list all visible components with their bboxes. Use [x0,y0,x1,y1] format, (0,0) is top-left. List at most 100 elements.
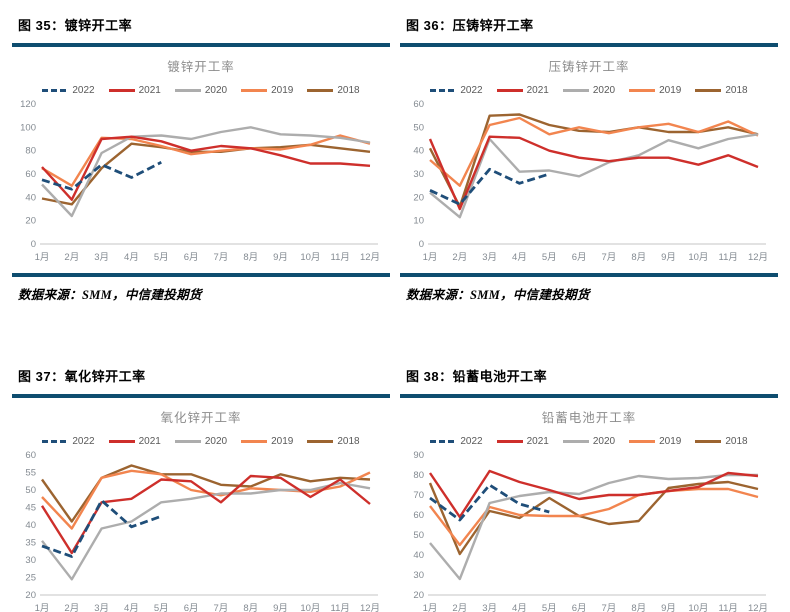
legend-item-2018: 2018 [695,436,748,447]
svg-text:80: 80 [25,146,36,157]
legend-item-2020: 2020 [562,435,616,447]
line-swatch [695,88,722,92]
panel-fig-36: 图 36：压铸锌开工率 压铸锌开工率 2022 2021 2020 2019 2018 … [400,10,778,303]
figure-grid: 图 35：镀锌开工率 镀锌开工率 2022 2021 2020 2019 2018 0 2… [12,10,778,612]
figure-title: 图 38：铅蓄电池开工率 [406,369,548,384]
legend-label: 2019 [659,435,682,447]
svg-text:11月: 11月 [718,603,737,612]
svg-text:35: 35 [25,538,36,549]
svg-text:7月: 7月 [214,603,229,612]
dashed-line-swatch [430,439,457,443]
figure-title: 图 36：压铸锌开工率 [406,18,534,33]
svg-text:3月: 3月 [482,252,497,263]
source-note: 数据来源：SMM，中信建投期货 [18,288,202,302]
svg-text:0: 0 [31,239,36,250]
line-swatch [174,439,201,443]
chart-legend: 2022 2021 2020 2019 2018 [12,435,390,447]
panel-fig-38: 图 38：铅蓄电池开工率 铅蓄电池开工率 2022 2021 2020 2019 201… [400,361,778,612]
line-chart: 0 10 20 30 40 50 60 1月 2月 3月 4月 5月 6月 7月 8月 9月 10月 11月 12月 [400,98,778,273]
legend-item-2018: 2018 [307,436,360,447]
line-swatch [562,439,589,443]
svg-text:30: 30 [413,169,424,180]
legend-item-2018: 2018 [307,85,360,96]
separator-bar [400,273,778,277]
svg-text:7月: 7月 [602,252,617,263]
svg-text:9月: 9月 [273,252,288,263]
line-swatch [241,88,268,92]
chart-legend: 2022 2021 2020 2019 2018 [12,84,390,96]
svg-text:30: 30 [413,570,424,581]
svg-text:2月: 2月 [64,603,79,612]
svg-text:3月: 3月 [94,252,109,263]
svg-text:12月: 12月 [748,603,768,612]
line-swatch [241,439,268,443]
dashed-line-swatch [430,88,457,92]
svg-text:9月: 9月 [661,252,676,263]
svg-text:8月: 8月 [631,603,646,612]
legend-label: 2020 [592,435,616,447]
legend-label: 2020 [592,84,616,96]
separator-bar [12,394,390,398]
svg-text:60: 60 [25,450,36,461]
line-swatch [496,88,523,92]
svg-text:1月: 1月 [423,603,438,612]
dashed-line-swatch [42,439,69,443]
svg-text:6月: 6月 [184,252,199,263]
svg-text:8月: 8月 [243,603,258,612]
svg-text:4月: 4月 [512,252,527,263]
svg-text:70: 70 [413,490,424,501]
svg-text:1月: 1月 [35,603,50,612]
svg-text:3月: 3月 [482,603,497,612]
svg-text:40: 40 [413,146,424,157]
svg-text:12月: 12月 [360,252,380,263]
svg-text:50: 50 [25,485,36,496]
svg-text:8月: 8月 [631,252,646,263]
legend-label: 2021 [526,435,549,447]
svg-text:12月: 12月 [360,603,380,612]
svg-text:9月: 9月 [661,603,676,612]
chart-title: 压铸锌开工率 [548,60,630,74]
chart-title: 镀锌开工率 [167,60,235,74]
separator-bar [400,43,778,47]
svg-text:30: 30 [25,555,36,566]
legend-label: 2022 [72,435,95,447]
svg-text:4月: 4月 [512,603,527,612]
svg-text:50: 50 [413,122,424,133]
svg-text:10月: 10月 [688,603,708,612]
svg-text:6月: 6月 [572,252,587,263]
svg-text:10月: 10月 [300,603,320,612]
legend-label: 2022 [72,84,95,96]
legend-item-2018: 2018 [695,85,748,96]
dashed-line-swatch [42,88,69,92]
line-swatch [307,88,334,92]
legend-item-2020: 2020 [562,84,616,96]
legend-label: 2021 [138,84,161,96]
svg-text:1月: 1月 [35,252,50,263]
legend-item-2019: 2019 [629,85,681,96]
svg-text:120: 120 [20,99,36,110]
chart-legend: 2022 2021 2020 2019 2018 [400,435,778,447]
svg-text:2月: 2月 [452,603,467,612]
svg-text:5月: 5月 [154,252,169,263]
svg-text:45: 45 [25,503,36,514]
line-swatch [108,439,135,443]
legend-item-2022: 2022 [430,436,483,447]
svg-text:11月: 11月 [718,252,737,263]
line-swatch [629,88,656,92]
svg-text:10月: 10月 [300,252,320,263]
svg-text:20: 20 [413,192,424,203]
line-chart: 0 20 40 60 80 100 120 1月 2月 3月 4月 5月 6月 7月 8月 9月 10月 11月 1… [12,98,390,273]
line-swatch [108,88,135,92]
svg-text:80: 80 [413,470,424,481]
figure-title: 图 35：镀锌开工率 [18,18,133,33]
svg-text:40: 40 [25,520,36,531]
separator-bar [12,273,390,277]
svg-text:40: 40 [25,192,36,203]
legend-item-2020: 2020 [174,436,227,447]
line-swatch [562,88,589,92]
svg-text:60: 60 [25,169,36,180]
svg-text:5月: 5月 [542,603,557,612]
panel-fig-35: 图 35：镀锌开工率 镀锌开工率 2022 2021 2020 2019 2018 0 2… [12,10,390,303]
svg-text:10月: 10月 [688,252,708,263]
legend-item-2019: 2019 [241,85,293,96]
